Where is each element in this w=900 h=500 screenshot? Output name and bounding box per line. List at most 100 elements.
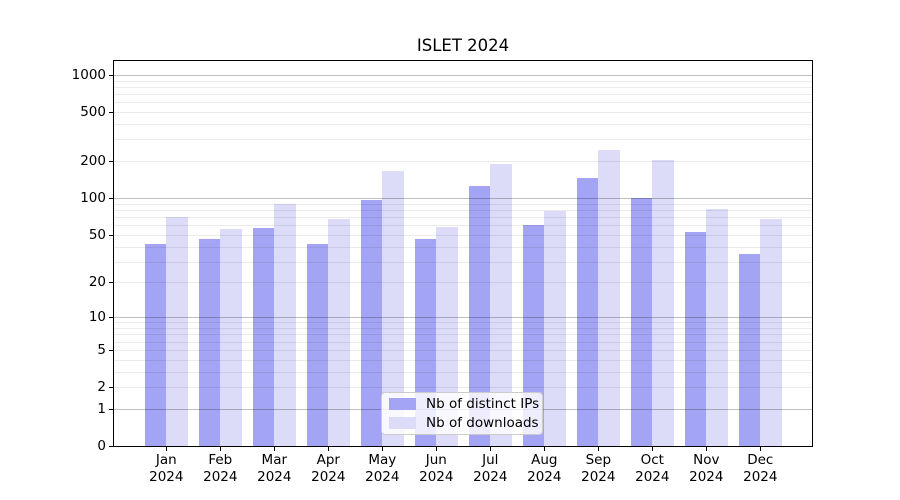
x-tick-jan-2024 <box>166 446 168 451</box>
bar-nb-of-distinct-ips-sep-2024 <box>576 178 599 446</box>
x-tick-label-sep-2024: Sep 2024 <box>581 452 616 485</box>
x-tick-sep-2024 <box>598 446 600 451</box>
bar-nb-of-distinct-ips-mar-2024 <box>252 227 275 446</box>
gridlines-layer <box>114 61 812 446</box>
bar-nb-of-downloads-oct-2024 <box>652 159 674 446</box>
y-tick-label-20: 20 <box>88 274 106 291</box>
bar-nb-of-downloads-jul-2024 <box>490 163 512 446</box>
y-tick-50 <box>109 234 114 236</box>
bar-nb-of-distinct-ips-dec-2024 <box>738 253 761 446</box>
x-tick-dec-2024 <box>760 446 762 451</box>
bar-nb-of-downloads-jun-2024 <box>436 226 458 446</box>
x-tick-label-jun-2024: Jun 2024 <box>419 452 454 485</box>
gridline-80 <box>114 209 812 211</box>
gridline-10 <box>114 317 812 319</box>
x-tick-feb-2024 <box>220 446 222 451</box>
y-tick-20 <box>109 282 114 284</box>
gridline-8 <box>114 328 812 329</box>
y-tick-label-0: 0 <box>97 438 106 454</box>
y-tick-label-2: 2 <box>97 379 106 395</box>
y-tick-1000 <box>109 74 114 76</box>
legend-label-distinct-ips: Nb of distinct IPs <box>426 396 540 412</box>
bar-nb-of-downloads-apr-2024 <box>328 219 350 446</box>
x-tick-label-apr-2024: Apr 2024 <box>311 452 346 485</box>
bar-nb-of-downloads-may-2024 <box>382 171 404 446</box>
x-tick-label-feb-2024: Feb 2024 <box>203 452 238 485</box>
gridline-600 <box>114 102 812 104</box>
legend-swatch-distinct-ips <box>389 398 416 410</box>
legend-label-downloads: Nb of downloads <box>426 415 539 431</box>
x-tick-jun-2024 <box>436 446 438 451</box>
y-tick-500 <box>109 112 114 113</box>
gridline-900 <box>114 80 812 82</box>
x-tick-label-jul-2024: Jul 2024 <box>473 452 508 485</box>
gridline-1000 <box>114 74 812 76</box>
gridline-40 <box>114 246 812 248</box>
x-tick-apr-2024 <box>328 446 330 451</box>
y-tick-label-500: 500 <box>80 104 106 120</box>
y-tick-label-10: 10 <box>88 309 106 326</box>
bars-layer <box>114 61 812 446</box>
bar-nb-of-downloads-jan-2024 <box>166 217 188 446</box>
chart-title: ISLET 2024 <box>416 36 510 55</box>
x-tick-label-mar-2024: Mar 2024 <box>257 452 292 485</box>
gridline-200 <box>114 161 812 163</box>
y-tick-label-5: 5 <box>97 341 106 358</box>
x-tick-label-jan-2024: Jan 2024 <box>149 452 184 485</box>
gridline-30 <box>114 261 812 263</box>
bar-nb-of-downloads-nov-2024 <box>706 208 728 446</box>
y-tick-200 <box>109 161 114 163</box>
bar-nb-of-downloads-sep-2024 <box>598 150 620 446</box>
legend-item-downloads: Nb of downloads <box>382 414 542 433</box>
gridline-300 <box>114 139 812 141</box>
bar-nb-of-distinct-ips-feb-2024 <box>198 239 221 446</box>
gridline-4 <box>114 359 812 361</box>
x-tick-jul-2024 <box>490 446 492 451</box>
bar-nb-of-downloads-mar-2024 <box>274 204 296 446</box>
x-tick-may-2024 <box>382 446 384 451</box>
y-tick-label-1: 1 <box>97 400 106 417</box>
gridline-2 <box>114 387 812 388</box>
x-tick-label-aug-2024: Aug 2024 <box>527 452 562 485</box>
x-tick-mar-2024 <box>274 446 276 451</box>
x-tick-label-may-2024: May 2024 <box>365 452 400 485</box>
bar-nb-of-downloads-feb-2024 <box>220 228 242 446</box>
gridline-20 <box>114 282 812 284</box>
bar-nb-of-distinct-ips-aug-2024 <box>522 225 545 446</box>
gridline-90 <box>114 203 812 205</box>
y-tick-label-100: 100 <box>80 190 106 207</box>
x-tick-nov-2024 <box>706 446 708 451</box>
bar-nb-of-downloads-aug-2024 <box>544 211 566 446</box>
bar-nb-of-distinct-ips-nov-2024 <box>684 231 707 446</box>
y-tick-0 <box>109 446 114 447</box>
gridline-9 <box>114 322 812 324</box>
bar-nb-of-distinct-ips-oct-2024 <box>630 198 653 446</box>
y-tick-label-1000: 1000 <box>71 66 106 83</box>
bar-nb-of-downloads-dec-2024 <box>760 219 782 446</box>
y-axis: 0 1 2 5 10 20 50 100 200 500 1000 <box>72 61 812 453</box>
gridline-3 <box>114 371 812 373</box>
x-tick-label-nov-2024: Nov 2024 <box>689 452 724 485</box>
gridline-70 <box>114 217 812 218</box>
y-tick-100 <box>109 198 114 200</box>
x-tick-aug-2024 <box>544 446 546 451</box>
x-tick-label-oct-2024: Oct 2024 <box>635 452 670 485</box>
bar-nb-of-distinct-ips-jan-2024 <box>144 243 167 446</box>
x-tick-oct-2024 <box>652 446 654 451</box>
y-tick-label-200: 200 <box>80 153 106 170</box>
legend-item-distinct-ips: Nb of distinct IPs <box>382 395 542 414</box>
legend: Nb of distinct IPs Nb of downloads <box>381 392 543 435</box>
y-tick-5 <box>109 349 114 351</box>
gridline-800 <box>114 86 812 88</box>
bar-nb-of-distinct-ips-jul-2024 <box>468 186 491 446</box>
gridline-700 <box>114 94 812 95</box>
gridline-50 <box>114 234 812 236</box>
gridline-5 <box>114 349 812 351</box>
x-axis: Jan 2024 Feb 2024 Mar 2024 Apr 2024 May 2024 Jun 20… <box>114 61 812 485</box>
gridline-500 <box>114 112 812 113</box>
plot-area: ISLET 2024 0 1 2 5 10 20 50 100 200 500 1000 Jan 20… <box>72 36 813 485</box>
bar-nb-of-distinct-ips-apr-2024 <box>306 243 329 446</box>
y-tick-label-50: 50 <box>88 226 106 243</box>
x-tick-label-dec-2024: Dec 2024 <box>743 452 778 485</box>
